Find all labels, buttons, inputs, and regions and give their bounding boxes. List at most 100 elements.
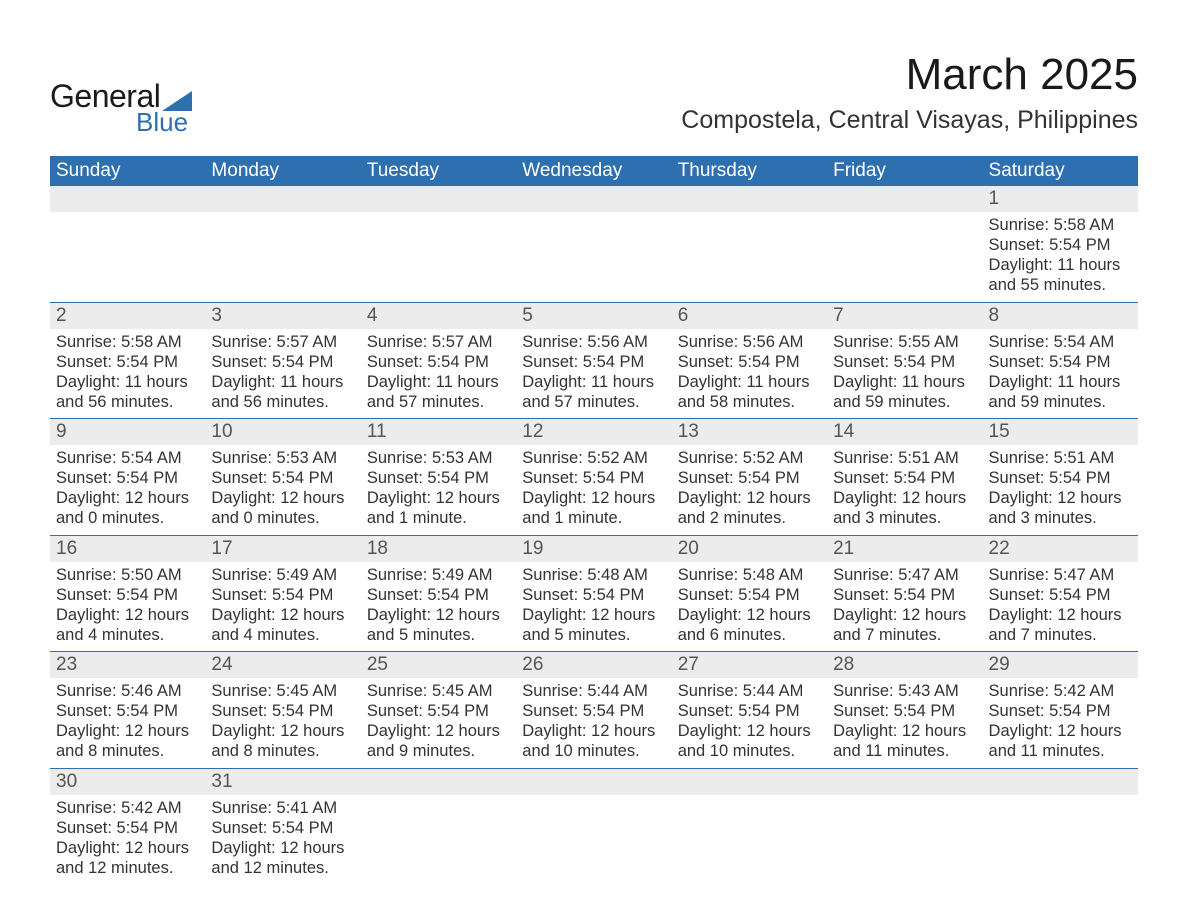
day-number-cell: 8: [983, 302, 1138, 329]
day-number-cell: 23: [50, 652, 205, 679]
day-number-row: 16171819202122: [50, 535, 1138, 562]
sunrise-text: Sunrise: 5:53 AM: [367, 448, 510, 468]
daylight-text: Daylight: 12 hours and 11 minutes.: [833, 721, 976, 761]
title-block: March 2025 Compostela, Central Visayas, …: [681, 50, 1138, 135]
daylight-text: Daylight: 11 hours and 57 minutes.: [522, 372, 665, 412]
day-number-cell: [361, 186, 516, 212]
sunset-text: Sunset: 5:54 PM: [833, 701, 976, 721]
sunset-text: Sunset: 5:54 PM: [211, 352, 354, 372]
day-detail-row: Sunrise: 5:58 AMSunset: 5:54 PMDaylight:…: [50, 329, 1138, 419]
sunset-text: Sunset: 5:54 PM: [678, 585, 821, 605]
sunrise-text: Sunrise: 5:45 AM: [211, 681, 354, 701]
day-number-cell: 31: [205, 768, 360, 795]
sunset-text: Sunset: 5:54 PM: [833, 585, 976, 605]
day-number-cell: 30: [50, 768, 205, 795]
day-number-cell: [983, 768, 1138, 795]
day-number-cell: 13: [672, 419, 827, 446]
logo: General Blue: [50, 50, 192, 138]
day-number-cell: [672, 768, 827, 795]
daylight-text: Daylight: 12 hours and 0 minutes.: [56, 488, 199, 528]
weekday-header: Monday: [205, 156, 360, 186]
sunset-text: Sunset: 5:54 PM: [678, 468, 821, 488]
sunset-text: Sunset: 5:54 PM: [367, 468, 510, 488]
day-detail-cell: Sunrise: 5:54 AMSunset: 5:54 PMDaylight:…: [983, 329, 1138, 419]
sunset-text: Sunset: 5:54 PM: [56, 701, 199, 721]
day-detail-cell: Sunrise: 5:53 AMSunset: 5:54 PMDaylight:…: [361, 445, 516, 535]
day-number-cell: 7: [827, 302, 982, 329]
day-detail-cell: Sunrise: 5:56 AMSunset: 5:54 PMDaylight:…: [672, 329, 827, 419]
sunset-text: Sunset: 5:54 PM: [833, 352, 976, 372]
sunset-text: Sunset: 5:54 PM: [989, 468, 1132, 488]
sunrise-text: Sunrise: 5:53 AM: [211, 448, 354, 468]
day-detail-cell: Sunrise: 5:46 AMSunset: 5:54 PMDaylight:…: [50, 678, 205, 768]
daylight-text: Daylight: 12 hours and 3 minutes.: [833, 488, 976, 528]
sunrise-text: Sunrise: 5:52 AM: [678, 448, 821, 468]
day-number-cell: [672, 186, 827, 212]
location-subtitle: Compostela, Central Visayas, Philippines: [681, 106, 1138, 135]
day-detail-cell: [361, 212, 516, 302]
day-detail-cell: Sunrise: 5:58 AMSunset: 5:54 PMDaylight:…: [50, 329, 205, 419]
day-number-cell: 11: [361, 419, 516, 446]
day-number-row: 23242526272829: [50, 652, 1138, 679]
daylight-text: Daylight: 12 hours and 5 minutes.: [367, 605, 510, 645]
daylight-text: Daylight: 12 hours and 8 minutes.: [211, 721, 354, 761]
sunrise-text: Sunrise: 5:49 AM: [211, 565, 354, 585]
day-number-cell: 25: [361, 652, 516, 679]
sunrise-text: Sunrise: 5:54 AM: [989, 332, 1132, 352]
daylight-text: Daylight: 12 hours and 10 minutes.: [522, 721, 665, 761]
day-detail-row: Sunrise: 5:42 AMSunset: 5:54 PMDaylight:…: [50, 795, 1138, 885]
day-number-cell: 17: [205, 535, 360, 562]
day-detail-cell: Sunrise: 5:42 AMSunset: 5:54 PMDaylight:…: [50, 795, 205, 885]
calendar-table: Sunday Monday Tuesday Wednesday Thursday…: [50, 156, 1138, 884]
daylight-text: Daylight: 11 hours and 58 minutes.: [678, 372, 821, 412]
day-detail-cell: [827, 212, 982, 302]
sunrise-text: Sunrise: 5:58 AM: [989, 215, 1132, 235]
day-detail-cell: Sunrise: 5:55 AMSunset: 5:54 PMDaylight:…: [827, 329, 982, 419]
day-number-cell: [361, 768, 516, 795]
day-number-cell: 19: [516, 535, 671, 562]
day-number-cell: 24: [205, 652, 360, 679]
sunrise-text: Sunrise: 5:57 AM: [367, 332, 510, 352]
day-detail-cell: Sunrise: 5:54 AMSunset: 5:54 PMDaylight:…: [50, 445, 205, 535]
daylight-text: Daylight: 12 hours and 10 minutes.: [678, 721, 821, 761]
sunrise-text: Sunrise: 5:48 AM: [522, 565, 665, 585]
daylight-text: Daylight: 12 hours and 1 minute.: [367, 488, 510, 528]
day-number-cell: 21: [827, 535, 982, 562]
day-detail-cell: Sunrise: 5:41 AMSunset: 5:54 PMDaylight:…: [205, 795, 360, 885]
sunset-text: Sunset: 5:54 PM: [56, 468, 199, 488]
day-number-row: 9101112131415: [50, 419, 1138, 446]
sunrise-text: Sunrise: 5:51 AM: [989, 448, 1132, 468]
sunset-text: Sunset: 5:54 PM: [989, 701, 1132, 721]
day-number-row: 1: [50, 186, 1138, 212]
page-title: March 2025: [681, 50, 1138, 100]
daylight-text: Daylight: 12 hours and 11 minutes.: [989, 721, 1132, 761]
day-number-cell: 5: [516, 302, 671, 329]
day-detail-row: Sunrise: 5:54 AMSunset: 5:54 PMDaylight:…: [50, 445, 1138, 535]
day-detail-cell: [50, 212, 205, 302]
sunrise-text: Sunrise: 5:54 AM: [56, 448, 199, 468]
day-number-cell: 9: [50, 419, 205, 446]
day-detail-cell: Sunrise: 5:52 AMSunset: 5:54 PMDaylight:…: [672, 445, 827, 535]
sunrise-text: Sunrise: 5:46 AM: [56, 681, 199, 701]
day-detail-cell: Sunrise: 5:47 AMSunset: 5:54 PMDaylight:…: [827, 562, 982, 652]
daylight-text: Daylight: 12 hours and 3 minutes.: [989, 488, 1132, 528]
weekday-header: Thursday: [672, 156, 827, 186]
weekday-header: Sunday: [50, 156, 205, 186]
daylight-text: Daylight: 12 hours and 5 minutes.: [522, 605, 665, 645]
day-detail-cell: [983, 795, 1138, 885]
sunset-text: Sunset: 5:54 PM: [56, 352, 199, 372]
day-detail-cell: Sunrise: 5:47 AMSunset: 5:54 PMDaylight:…: [983, 562, 1138, 652]
day-detail-cell: [516, 212, 671, 302]
day-number-cell: 15: [983, 419, 1138, 446]
day-detail-cell: Sunrise: 5:48 AMSunset: 5:54 PMDaylight:…: [672, 562, 827, 652]
day-detail-cell: Sunrise: 5:51 AMSunset: 5:54 PMDaylight:…: [983, 445, 1138, 535]
day-number-cell: [205, 186, 360, 212]
sunrise-text: Sunrise: 5:45 AM: [367, 681, 510, 701]
day-detail-cell: Sunrise: 5:45 AMSunset: 5:54 PMDaylight:…: [361, 678, 516, 768]
day-detail-cell: [672, 212, 827, 302]
day-detail-row: Sunrise: 5:50 AMSunset: 5:54 PMDaylight:…: [50, 562, 1138, 652]
day-number-cell: [827, 186, 982, 212]
day-number-cell: 27: [672, 652, 827, 679]
sunset-text: Sunset: 5:54 PM: [56, 818, 199, 838]
sunset-text: Sunset: 5:54 PM: [678, 701, 821, 721]
